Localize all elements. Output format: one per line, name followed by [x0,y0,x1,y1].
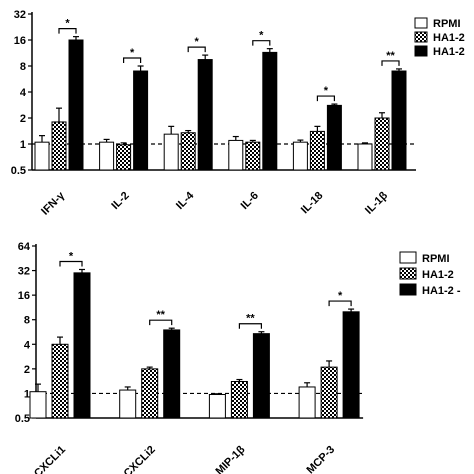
legend-swatch [414,31,428,43]
bar [141,368,159,419]
bar [298,386,316,419]
y-tick-label: 32 [18,266,30,278]
y-tick-label: 8 [24,315,30,327]
y-tick-label: 2 [20,113,26,125]
bar [245,141,261,171]
category-label: MCP-3 [305,444,338,474]
category-label: CXCLi1 [32,444,68,474]
y-tick-label: 2 [24,364,30,376]
bar [34,141,50,171]
legend-swatch [399,267,417,280]
bar [119,389,137,419]
bar [116,144,132,171]
y-tick-label: 4 [20,87,27,99]
significance-label: ** [246,313,255,325]
cytokine-chart-top: 0.5 1 2 4 8 16 32 * IFN-γ * IL-2 * IL-4 * IL-6 * IL-18 **… [11,9,465,218]
category-label: IFN-γ [39,189,68,218]
bar [252,333,270,419]
bar [342,311,360,419]
y-tick-label: 8 [20,61,26,73]
category-label: CXCLi2 [122,444,158,474]
significance-label: * [195,36,200,48]
bar [262,51,278,171]
bar [68,39,84,171]
significance-label: * [130,47,135,59]
bar [99,141,115,171]
legend-swatch [414,17,428,29]
bar [197,59,213,171]
y-tick-label: 1 [24,388,30,400]
significance-label: ** [386,50,395,62]
significance-bracket [238,323,262,329]
category-label: IL-1β [363,189,390,216]
y-tick-label: 1 [20,139,26,151]
bar [230,381,248,419]
bar [133,70,149,171]
significance-label: ** [156,309,165,321]
significance-bracket [187,46,206,53]
significance-label: * [65,18,70,30]
bar [51,121,67,171]
significance-label: * [69,250,74,262]
significance-bracket [252,40,271,46]
y-tick-label: 32 [14,9,26,21]
bar [326,104,342,171]
bar [292,141,308,171]
y-tick-label: 16 [18,290,30,302]
legend-label: HA1-2 - [422,285,461,297]
legend-label: RPMI [433,18,461,30]
legend-swatch [414,45,428,57]
legend-label: HA1-2 [433,32,465,44]
bar [73,272,91,419]
significance-bracket [149,319,173,326]
significance-label: * [324,85,329,97]
bar [208,394,226,419]
bar [374,117,390,171]
bar [391,70,407,171]
category-label: IL-6 [239,190,261,212]
category-label: IL-18 [299,190,326,217]
legend-label: RPMI [422,253,450,265]
bar [357,143,373,171]
category-label: MIP-1β [214,443,248,474]
significance-bracket [59,260,83,267]
significance-bracket [316,95,335,102]
bar [180,132,196,171]
bar [309,130,325,171]
bar [228,139,244,171]
y-tick-label: 64 [18,241,31,253]
legend-swatch [399,283,417,296]
bar [320,366,338,419]
bar [51,343,69,419]
legend-label: HA1-2 [433,46,465,58]
legend-swatch [399,251,417,264]
y-tick-label: 0.5 [11,165,26,177]
bar [163,329,181,419]
y-tick-label: 4 [24,339,31,351]
significance-label: * [338,290,343,302]
category-label: IL-2 [109,190,131,212]
significance-bracket [328,300,352,307]
category-label: IL-4 [174,189,197,212]
significance-label: * [259,30,264,42]
significance-bracket [58,28,77,34]
legend-label: HA1-2 [422,269,454,281]
significance-bracket [123,57,142,63]
y-tick-label: 0.5 [15,413,30,425]
y-tick-label: 16 [14,35,26,47]
bar [29,391,47,419]
chemokine-chart-bottom: 0.5 1 2 4 8 16 32 64 * CXCLi1 ** CXCLi2 ** MIP-1β * MCP… [15,241,461,474]
bar [163,133,179,171]
significance-bracket [381,60,400,66]
